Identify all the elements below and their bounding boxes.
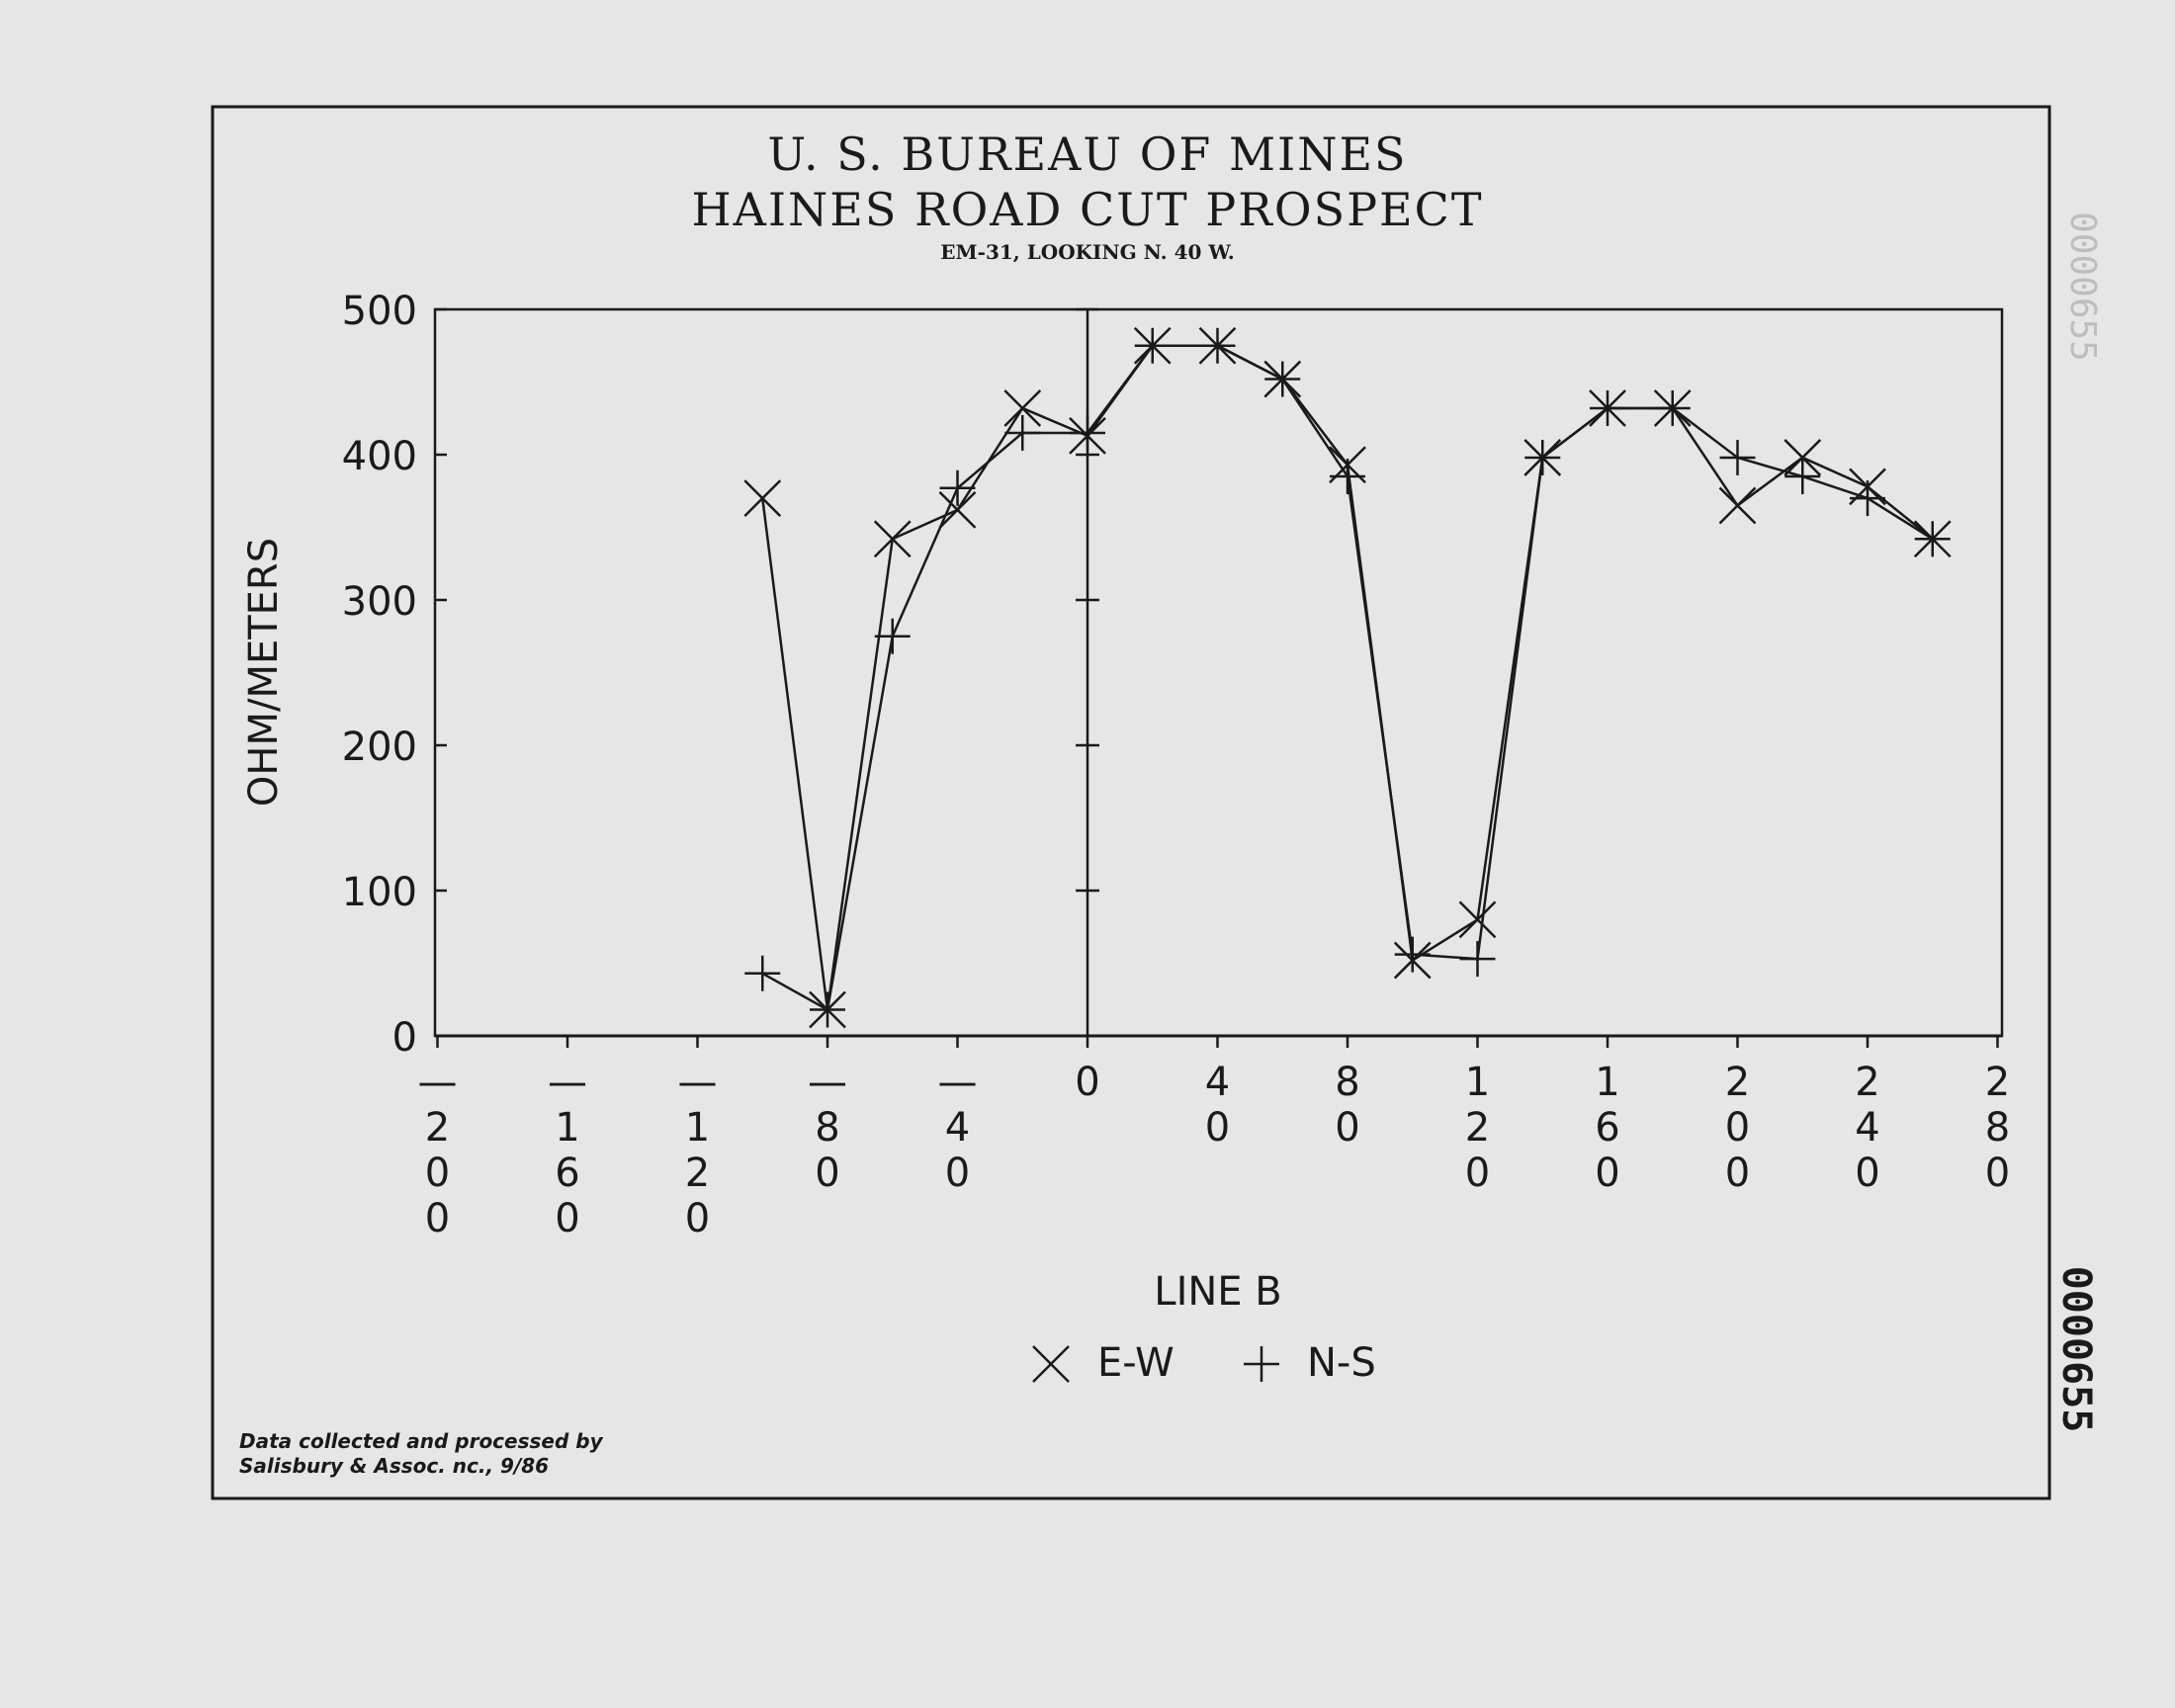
series-line-n-s — [761, 344, 1934, 1011]
y-tick-label: 200 — [342, 725, 417, 770]
y-tick-label: 500 — [342, 289, 417, 334]
data-point-n-s — [1524, 439, 1561, 475]
legend-label-ns: N-S — [1307, 1340, 1376, 1386]
credit-line1: Data collected and processed by — [239, 1429, 604, 1453]
data-point-n-s — [874, 618, 911, 654]
x-tick-label: 0 — [1075, 1060, 1099, 1105]
x-axis-ticks: —2 0 0 — 1 6 0 — 1 2 0 — 8 0 — 4 0 0 4 0 8 0 1 2 0 1 6 0 2 0 0 2 4 0 2 8 0 — [418, 1036, 2010, 1241]
series-layer — [743, 326, 1952, 1029]
data-point-n-s — [1004, 414, 1041, 451]
data-point-n-s — [1784, 459, 1821, 495]
credit-line2: Salisbury & Assoc. nc., 9/86 — [239, 1454, 549, 1478]
data-point-n-s — [1654, 389, 1691, 426]
legend-plus-glyph — [1244, 1346, 1279, 1382]
data-point-n-s — [1459, 941, 1496, 978]
y-tick-label: 0 — [392, 1015, 417, 1061]
data-point-n-s — [1850, 480, 1885, 517]
data-point-n-s — [1070, 414, 1105, 451]
data-point-e-w — [1784, 439, 1822, 476]
chart-title-line2: HAINES ROAD CUT PROSPECT — [691, 183, 1483, 236]
series-line-e-w — [761, 344, 1934, 1011]
legend: E-W N-S — [1032, 1340, 1376, 1386]
x-tick-label: —8 0 — [808, 1060, 847, 1196]
data-point-n-s — [939, 470, 976, 506]
x-tick-label: —1 2 0 — [678, 1060, 718, 1241]
data-point-e-w — [743, 479, 782, 517]
data-point-n-s — [1199, 327, 1236, 364]
y-axis-label: OHM/METERS — [241, 538, 287, 807]
data-point-n-s — [1719, 439, 1756, 475]
legend-x-glyph — [1032, 1345, 1070, 1383]
data-point-n-s — [744, 955, 781, 991]
data-point-n-s — [1590, 389, 1625, 426]
x-tick-label: —1 6 0 — [548, 1060, 587, 1241]
legend-label-ew: E-W — [1097, 1340, 1174, 1386]
data-point-e-w — [938, 490, 977, 529]
data-point-n-s — [1330, 459, 1365, 495]
chart-title-line1: U. S. BUREAU OF MINES — [767, 128, 1407, 181]
margin-stamp-top: 0000655 — [2062, 212, 2103, 362]
data-point-n-s — [1134, 327, 1171, 364]
x-tick-label: —2 0 0 — [418, 1060, 458, 1241]
y-axis-ticks: 0 100 200 300 400 500 — [342, 289, 1099, 1061]
data-point-n-s — [1394, 936, 1431, 973]
x-tick-label: —4 0 — [938, 1060, 978, 1196]
y-tick-label: 100 — [342, 870, 417, 915]
data-point-n-s — [1914, 521, 1951, 557]
y-tick-label: 300 — [342, 579, 417, 625]
data-point-e-w — [1718, 486, 1757, 525]
legend-marker-ew — [1032, 1345, 1070, 1383]
y-tick-label: 400 — [342, 434, 417, 479]
x-axis-label: LINE B — [1154, 1269, 1281, 1315]
data-point-e-w — [1003, 389, 1042, 427]
data-point-n-s — [1264, 361, 1301, 397]
chart-subtitle: EM-31, LOOKING N. 40 W. — [940, 240, 1234, 264]
outer-frame — [211, 105, 2051, 1500]
plot-frame — [433, 307, 2004, 1038]
data-point-n-s — [810, 991, 845, 1028]
data-point-e-w — [873, 520, 912, 558]
legend-marker-ns — [1244, 1346, 1279, 1382]
data-point-e-w — [1458, 900, 1497, 939]
margin-stamp-bottom: 0000655 — [2053, 1266, 2099, 1433]
